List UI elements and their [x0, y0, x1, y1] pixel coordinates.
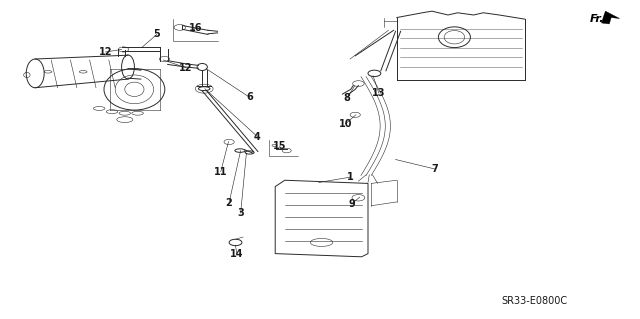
Text: 4: 4 [254, 131, 260, 142]
Text: 16: 16 [188, 23, 202, 33]
Text: 6: 6 [246, 92, 253, 102]
Text: 1: 1 [348, 172, 354, 182]
Polygon shape [602, 11, 620, 24]
Text: 7: 7 [432, 164, 438, 174]
Text: Fr.: Fr. [590, 14, 605, 24]
Text: 15: 15 [273, 141, 287, 151]
Text: 12: 12 [99, 47, 113, 57]
Text: 8: 8 [344, 93, 350, 103]
Text: SR33-E0800C: SR33-E0800C [501, 296, 568, 306]
Text: 9: 9 [349, 198, 355, 209]
Text: 10: 10 [339, 119, 353, 129]
Text: 2: 2 [226, 197, 232, 208]
Text: 5: 5 [154, 29, 160, 40]
Text: 14: 14 [230, 249, 244, 259]
Text: 12: 12 [179, 63, 193, 73]
Text: 3: 3 [237, 208, 244, 218]
Text: 13: 13 [372, 88, 386, 98]
Text: 11: 11 [214, 167, 228, 177]
